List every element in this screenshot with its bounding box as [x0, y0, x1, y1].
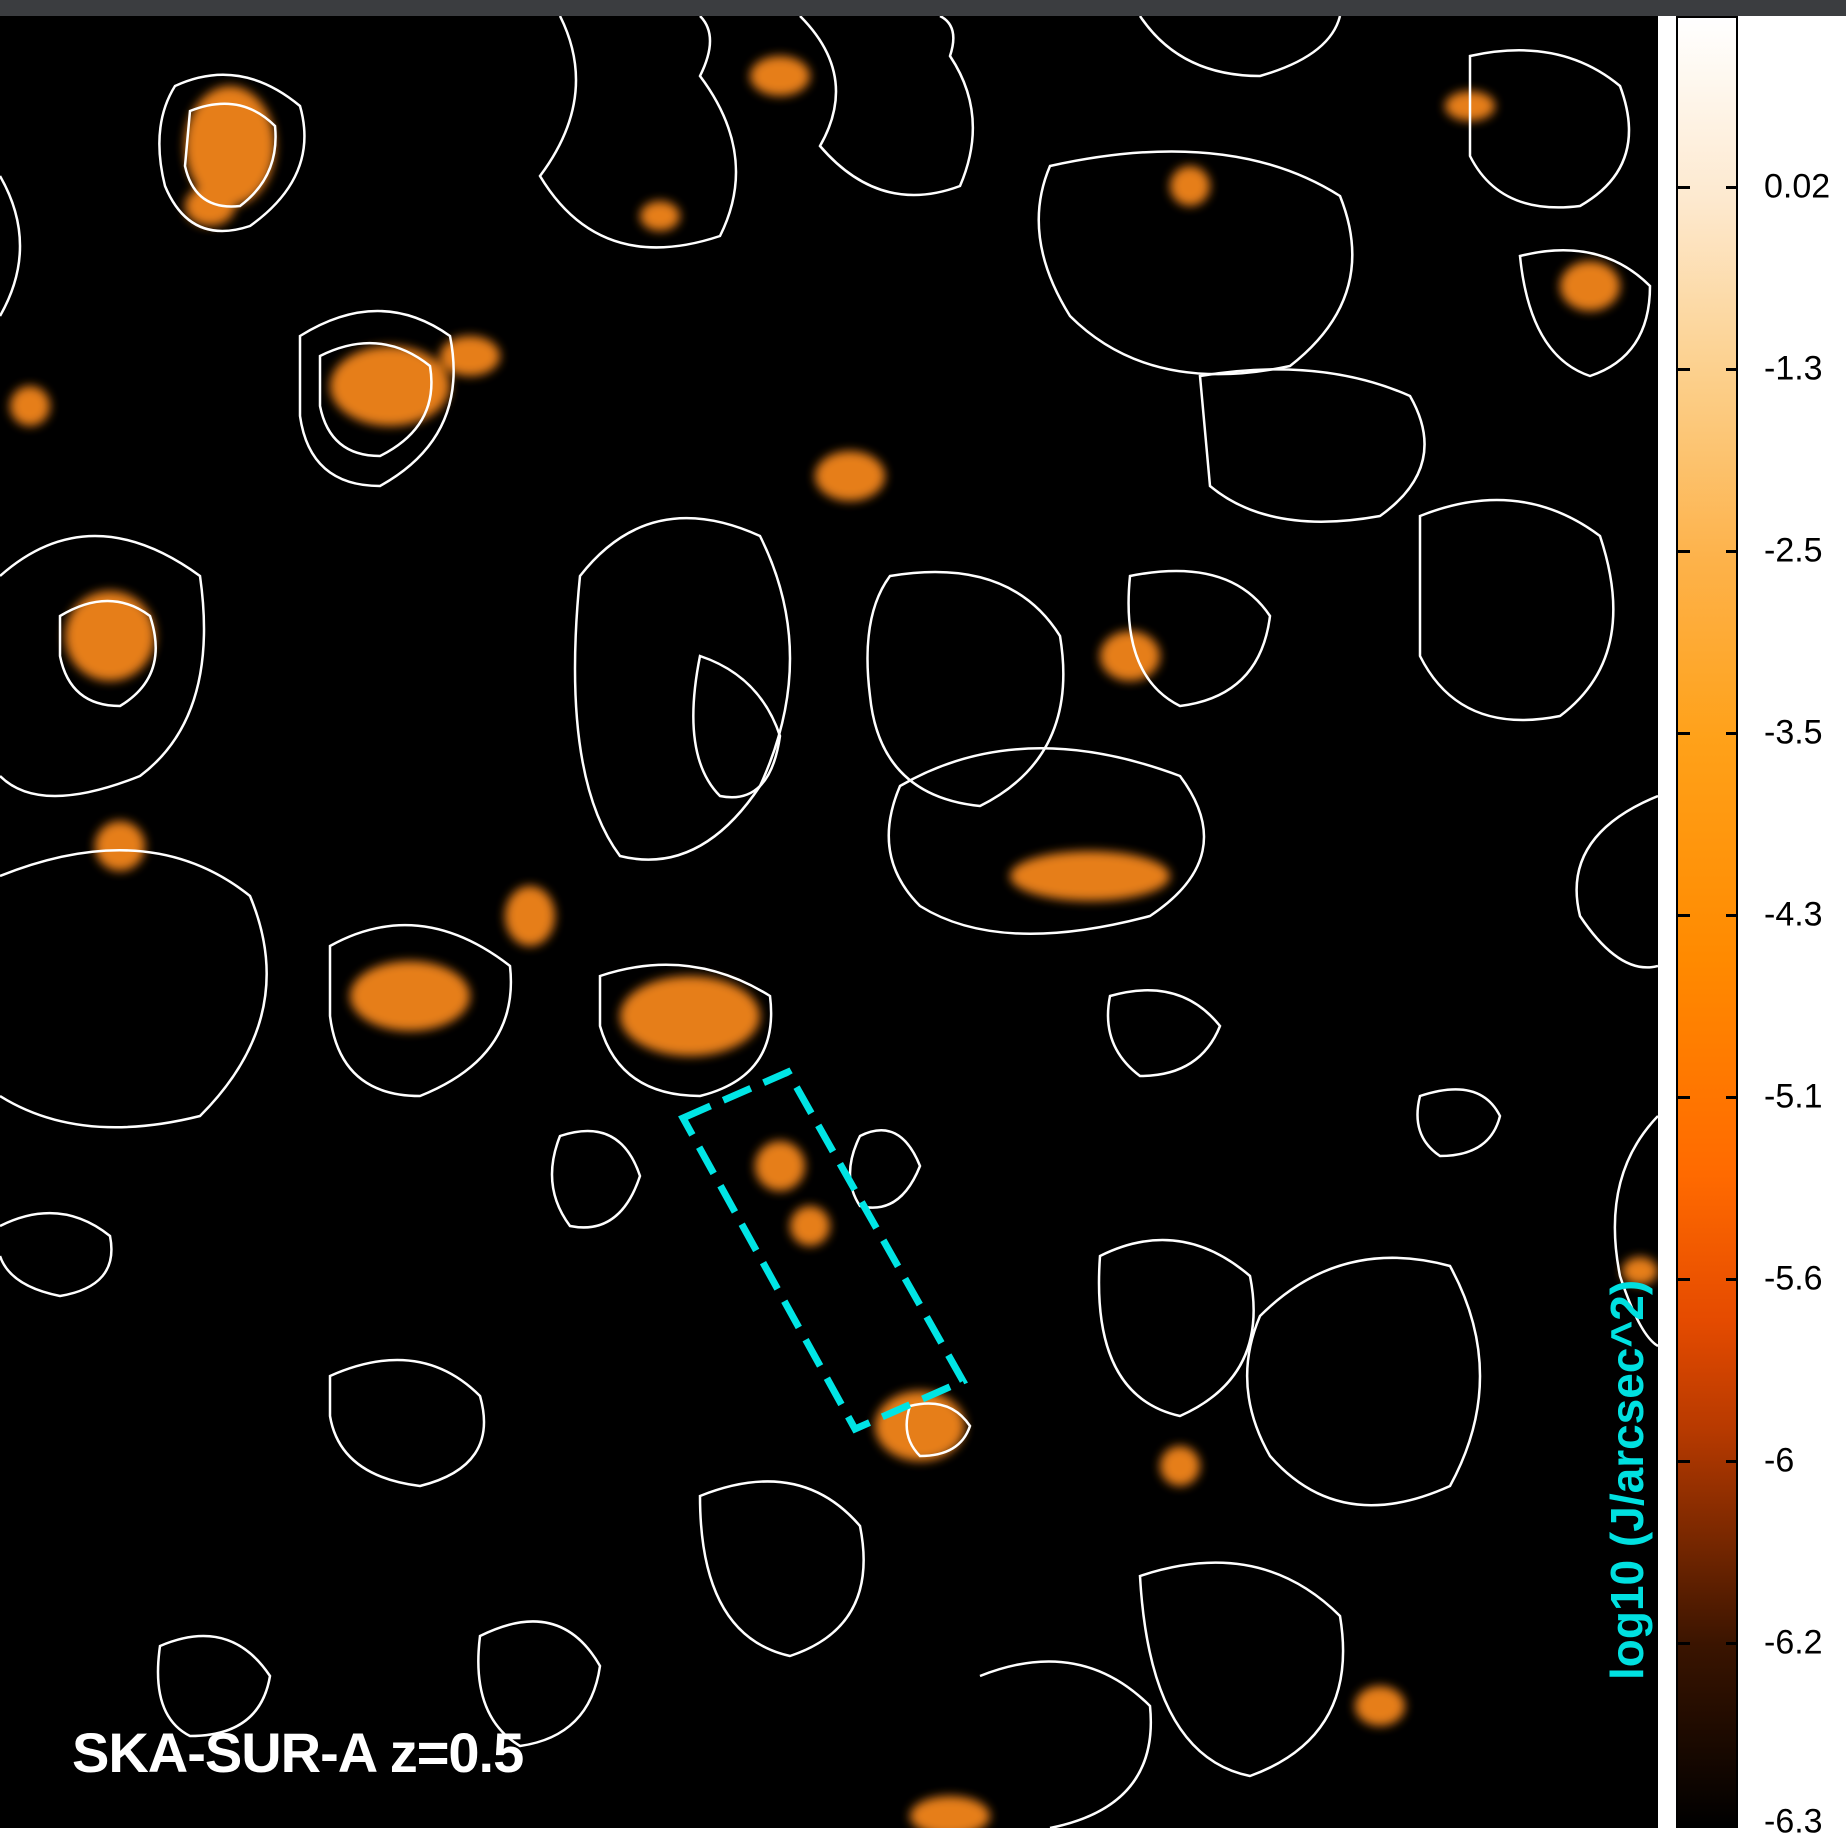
colorbar-tick-mark [1726, 1096, 1738, 1099]
colorbar-tick-mark [1678, 1278, 1690, 1281]
colorbar-tick-mark [1678, 732, 1690, 735]
map-label: SKA-SUR-A z=0.5 [72, 1721, 524, 1784]
colorbar-tick-mark [1678, 368, 1690, 371]
colorbar-tick-label: -3.5 [1764, 713, 1823, 752]
colorbar-tick-label: -1.3 [1764, 349, 1823, 388]
radio-emission-map: SKA-SUR-A z=0.5 [0, 16, 1658, 1828]
colorbar-tick-mark [1726, 368, 1738, 371]
colorbar-tick-label: -5.6 [1764, 1259, 1823, 1298]
emission-regions [10, 56, 1658, 1828]
colorbar-tick-label: -6 [1764, 1441, 1795, 1480]
selection-box [678, 1067, 968, 1434]
colorbar-tick-mark [1678, 1460, 1690, 1463]
colorbar-tick-label: 0.02 [1764, 167, 1831, 206]
colorbar-tick-mark [1678, 1642, 1690, 1645]
map-canvas [0, 16, 1658, 1828]
colorbar-tick-mark [1726, 732, 1738, 735]
colorbar-tick-label: -6.3 [1764, 1802, 1823, 1841]
colorbar-tick-mark [1726, 1278, 1738, 1281]
colorbar-tick-mark [1726, 1642, 1738, 1645]
colorbar-title: log10 (J/arcsec^2) [1601, 1279, 1653, 1680]
colorbar-gradient [1678, 18, 1736, 1826]
colorbar-tick-label: -5.1 [1764, 1077, 1823, 1116]
colorbar-tick-mark [1678, 914, 1690, 917]
colorbar-tick-mark [1678, 186, 1690, 189]
colorbar-tick-mark [1726, 550, 1738, 553]
window-top-bar [0, 0, 1846, 16]
contour-lines [0, 16, 1658, 1828]
colorbar [1676, 16, 1738, 1828]
colorbar-tick-label: -6.2 [1764, 1623, 1823, 1662]
colorbar-tick-mark [1678, 550, 1690, 553]
colorbar-tick-mark [1678, 1096, 1690, 1099]
colorbar-tick-mark [1726, 1460, 1738, 1463]
colorbar-tick-label: -4.3 [1764, 895, 1823, 934]
colorbar-tick-label: -2.5 [1764, 531, 1823, 570]
colorbar-tick-mark [1726, 186, 1738, 189]
colorbar-tick-mark [1726, 914, 1738, 917]
